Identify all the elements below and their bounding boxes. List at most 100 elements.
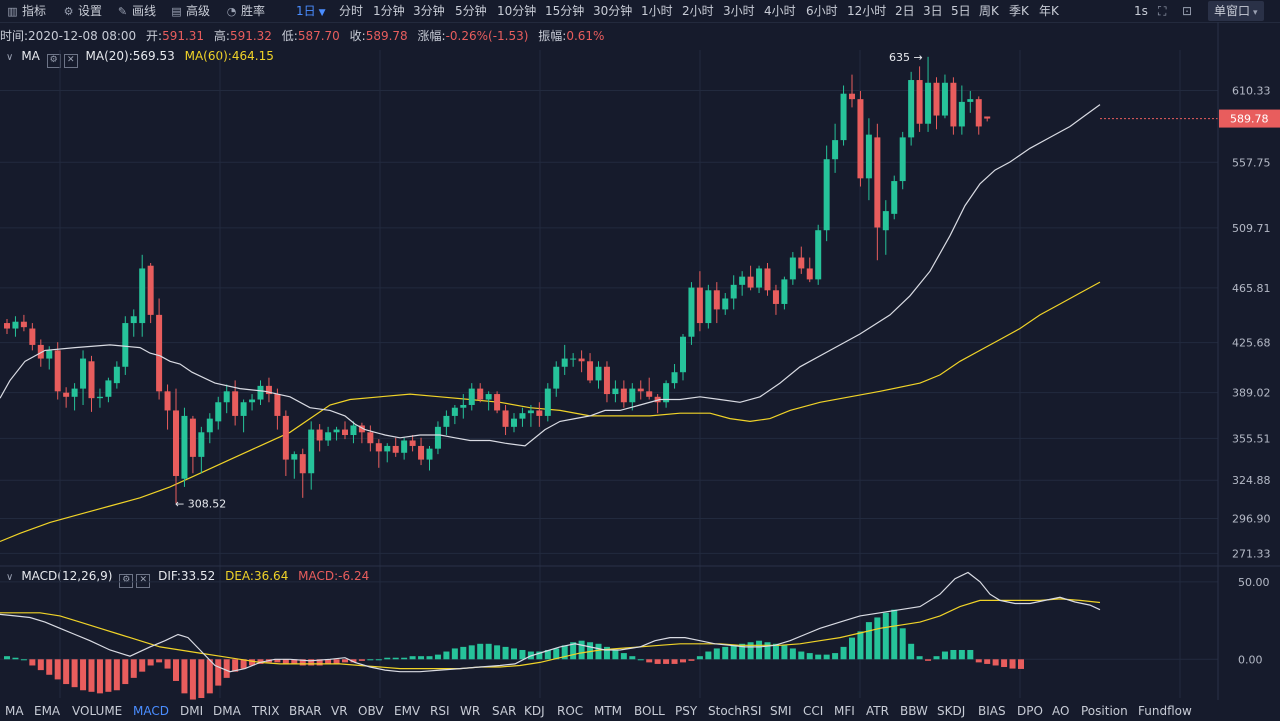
candle-body [595, 366, 602, 381]
macd-histogram-bar [553, 648, 560, 660]
macd-histogram-bar [646, 659, 653, 663]
indicator-tab-emv[interactable]: EMV [394, 704, 421, 718]
indicator-tab-psy[interactable]: PSY [675, 704, 698, 718]
price-tick-label: 465.81 [1232, 282, 1271, 295]
macd-histogram-bar [882, 612, 889, 660]
indicator-tab-trix[interactable]: TRIX [252, 704, 280, 718]
indicator-tab-position[interactable]: Position [1081, 704, 1128, 718]
timeframe-9[interactable]: 3小时 [723, 4, 755, 18]
timeframe-13[interactable]: 2日 [895, 4, 915, 18]
timeframe-4[interactable]: 10分钟 [497, 4, 537, 18]
timeframe-15[interactable]: 5日 [951, 4, 971, 18]
indicator-tab-atr[interactable]: ATR [866, 704, 889, 718]
macd-histogram-bar [975, 659, 982, 663]
settings-icon[interactable]: ⚙ [119, 574, 134, 588]
indicator-tab-dmi[interactable]: DMI [180, 704, 204, 718]
candle-body [316, 429, 323, 441]
indicator-tab-cci[interactable]: CCI [803, 704, 824, 718]
indicator-tab-mfi[interactable]: MFI [834, 704, 855, 718]
macd-histogram-bar [299, 659, 306, 666]
indicator-tab-skdj[interactable]: SKDJ [937, 704, 966, 718]
timeframe-17[interactable]: 季K [1009, 4, 1029, 18]
macd-histogram-bar [688, 659, 695, 661]
timeframe-10[interactable]: 4小时 [764, 4, 796, 18]
indicator-tab-kdj[interactable]: KDJ [524, 704, 545, 718]
timeframe-6[interactable]: 30分钟 [593, 4, 633, 18]
timeframe-0[interactable]: 分时 [339, 4, 364, 18]
settings-button[interactable]: ⚙ 设置 [62, 2, 102, 20]
macd-histogram-bar [409, 656, 416, 660]
indicator-tab-dpo[interactable]: DPO [1017, 704, 1043, 718]
macd-histogram-bar [88, 659, 95, 692]
indicator-tab-ma[interactable]: MA [5, 704, 24, 718]
indicator-tab-stochrsi[interactable]: StochRSI [708, 704, 762, 718]
candle-body [536, 410, 543, 416]
indicator-tab-brar[interactable]: BRAR [289, 704, 322, 718]
indicator-tab-sar[interactable]: SAR [492, 704, 517, 718]
timeframe-2[interactable]: 3分钟 [413, 4, 445, 18]
camera-icon[interactable]: ⊡ [1182, 4, 1193, 18]
macd-histogram-bar [570, 642, 577, 660]
macd-histogram-bar [857, 631, 864, 660]
macd-histogram-bar [629, 656, 636, 660]
indicator-tab-bias[interactable]: BIAS [978, 704, 1006, 718]
candle-body [156, 314, 163, 392]
timeframe-8[interactable]: 2小时 [682, 4, 714, 18]
timeframe-18[interactable]: 年K [1039, 4, 1059, 18]
timeframe-16[interactable]: 周K [979, 4, 999, 18]
macd-histogram-bar [925, 659, 932, 661]
draw-button[interactable]: ✎ 画线 [116, 2, 156, 20]
fullscreen-icon[interactable]: ⛶ [1158, 4, 1167, 18]
collapse-chevron-icon[interactable]: ∨ [6, 52, 14, 63]
candle-body [899, 137, 906, 182]
window-mode-select[interactable]: 单窗口 ▾ [1208, 1, 1264, 21]
indicator-tab-ema[interactable]: EMA [34, 704, 61, 718]
candle-body [739, 276, 746, 285]
indicator-tab-smi[interactable]: SMI [770, 704, 792, 718]
indicator-tab-mtm[interactable]: MTM [594, 704, 623, 718]
timeframe-1[interactable]: 1分钟 [373, 4, 405, 18]
indicator-tab-dma[interactable]: DMA [213, 704, 241, 718]
collapse-chevron-icon[interactable]: ∨ [6, 572, 14, 583]
timeframe-12[interactable]: 12小时 [847, 4, 887, 18]
indicator-tab-obv[interactable]: OBV [358, 704, 384, 718]
macd-histogram-bar [756, 640, 763, 660]
indicator-button[interactable]: ▥ 指标 [6, 2, 46, 20]
timeframe-11[interactable]: 6小时 [806, 4, 838, 18]
macd-histogram-bar [739, 643, 746, 660]
candle-body [485, 394, 492, 400]
timeframe-7[interactable]: 1小时 [641, 4, 673, 18]
timeframe-5[interactable]: 15分钟 [545, 4, 585, 18]
candle-body [544, 388, 551, 416]
indicator-tab-ao[interactable]: AO [1052, 704, 1070, 718]
indicator-tab-wr[interactable]: WR [460, 704, 481, 718]
indicator-tab-volume[interactable]: VOLUME [72, 704, 123, 718]
indicator-tab-rsi[interactable]: RSI [430, 704, 450, 718]
price-tick-label: 324.88 [1232, 474, 1271, 487]
winrate-button[interactable]: ◔ 胜率 [225, 2, 265, 20]
timeframe-3[interactable]: 5分钟 [455, 4, 487, 18]
candle-body [671, 372, 678, 384]
macd-histogram-bar [215, 659, 222, 686]
indicator-tab-fundflow[interactable]: Fundflow [1138, 704, 1192, 718]
advanced-button[interactable]: ▤ 高级 [170, 2, 210, 20]
price-tick-label: 509.71 [1232, 222, 1271, 235]
macd-histogram-bar [561, 645, 568, 660]
macd-histogram-bar [713, 648, 720, 660]
settings-icon[interactable]: ⚙ [46, 54, 61, 68]
indicator-tab-macd[interactable]: MACD [133, 704, 169, 718]
candle-body [865, 134, 872, 179]
candle-body [291, 454, 298, 460]
indicator-tab-boll[interactable]: BOLL [634, 704, 665, 718]
refresh-rate[interactable]: 1s [1134, 4, 1148, 18]
interval-select[interactable]: 1日 ▼ [296, 4, 326, 18]
indicator-tab-roc[interactable]: ROC [557, 704, 584, 718]
indicator-tab-bbw[interactable]: BBW [900, 704, 928, 718]
macd-histogram-bar [485, 643, 492, 660]
close-icon[interactable]: ✕ [136, 574, 151, 588]
indicator-tab-vr[interactable]: VR [331, 704, 348, 718]
timeframe-14[interactable]: 3日 [923, 4, 943, 18]
close-icon[interactable]: ✕ [63, 54, 78, 68]
candle-body [637, 388, 644, 392]
